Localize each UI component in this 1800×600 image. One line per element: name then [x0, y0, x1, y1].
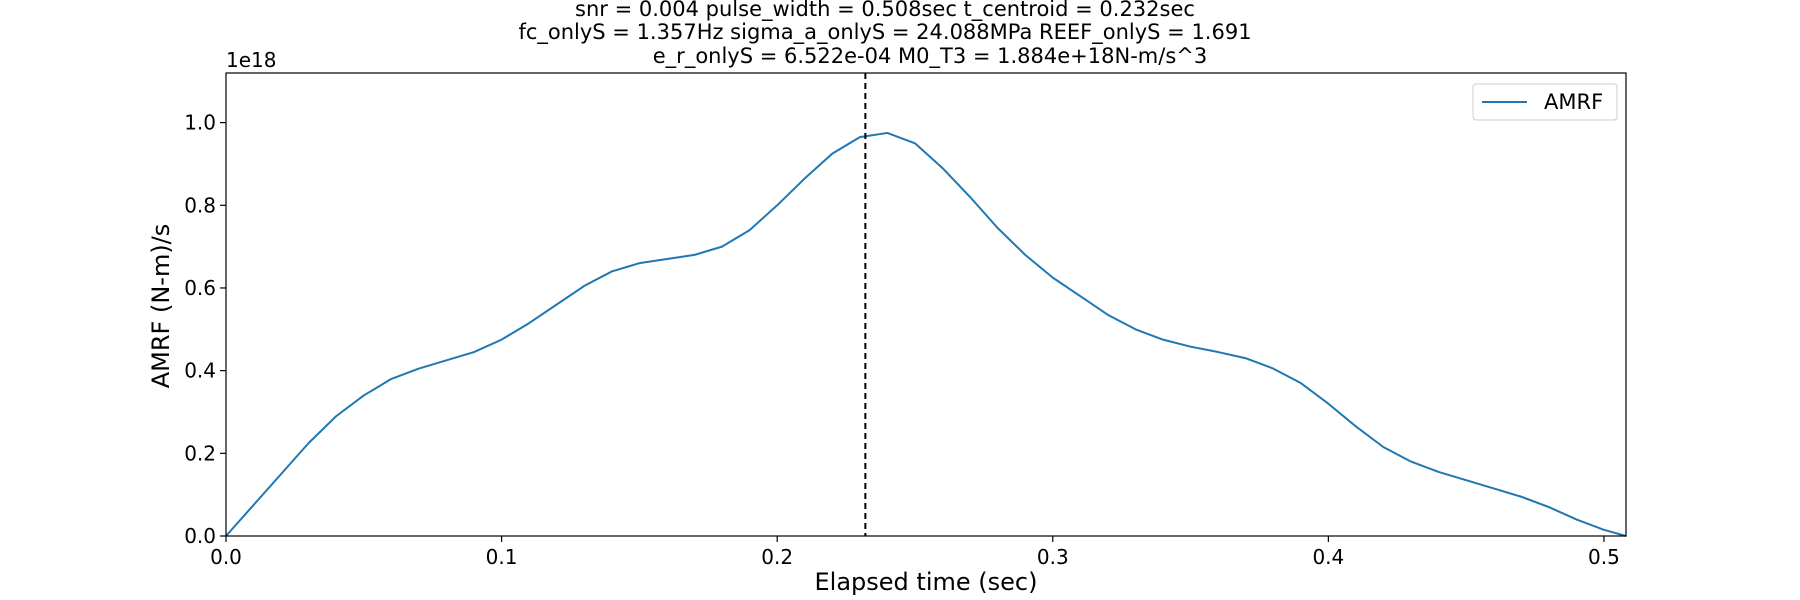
x-tick-label: 0.4 [1312, 545, 1344, 569]
y-axis-ticks: 0.0 0.2 0.4 0.6 0.8 1.0 [184, 111, 226, 548]
y-offset-label: 1e18 [226, 48, 276, 72]
title-line-1: snr = 0.004 pulse_width = 0.508sec t_cen… [575, 0, 1195, 22]
y-tick-label: 0.6 [184, 276, 216, 300]
x-tick-label: 0.5 [1588, 545, 1620, 569]
axes-frame [225, 72, 1627, 537]
x-axis-ticks: 0.0 0.1 0.2 0.3 0.4 0.5 [210, 536, 1620, 569]
y-axis-label: AMRF (N-m)/s [147, 224, 175, 389]
legend: AMRF [1472, 83, 1618, 121]
plot-area [225, 72, 1627, 537]
y-tick-label: 0.8 [184, 193, 216, 217]
x-tick-label: 0.0 [210, 545, 242, 569]
series-line-amrf [225, 131, 1627, 537]
x-axis-label: Elapsed time (sec) [815, 568, 1038, 596]
y-tick-label: 0.4 [184, 359, 216, 383]
legend-box [1472, 83, 1618, 121]
x-tick-label: 0.1 [486, 545, 518, 569]
y-tick-label: 1.0 [184, 111, 216, 135]
y-tick-label: 0.0 [184, 524, 216, 548]
y-tick-label: 0.2 [184, 441, 216, 465]
x-tick-label: 0.3 [1037, 545, 1069, 569]
title-line-2: fc_onlyS = 1.357Hz sigma_a_onlyS = 24.08… [518, 20, 1251, 45]
x-tick-label: 0.2 [761, 545, 793, 569]
legend-label-amrf: AMRF [1544, 90, 1603, 114]
chart-title: snr = 0.004 pulse_width = 0.508sec t_cen… [518, 0, 1251, 69]
title-line-3: e_r_onlyS = 6.522e-04 M0_T3 = 1.884e+18N… [653, 44, 1207, 69]
